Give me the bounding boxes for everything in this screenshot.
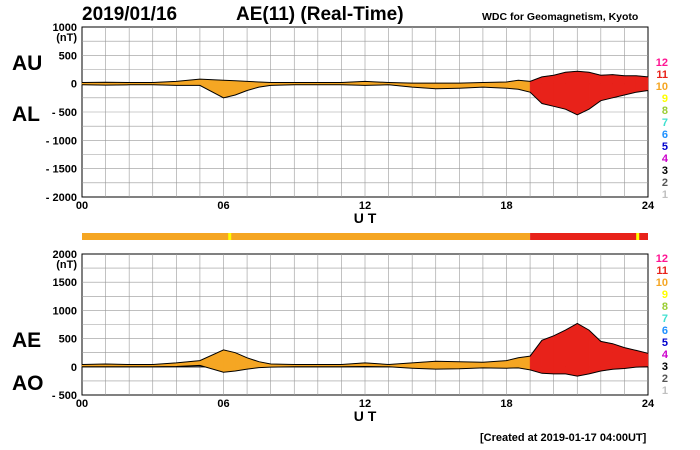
ae-series-line [81,322,649,366]
au-al-y-tick-label: - 1000 [46,135,77,147]
activity-status-bar [82,233,648,240]
activity-level-6: 6 [662,325,668,337]
ae-ao-x-tick-label: 18 [500,398,512,410]
chart-date: 2019/01/16 [82,4,178,25]
au-al-x-tick-label: 24 [642,200,655,212]
ae-ao-activity-band [565,322,578,377]
activity-level-7: 7 [662,313,668,325]
ae-ao-x-tick-label: 12 [359,398,371,410]
ae-ao-x-tick-label: 00 [76,398,88,410]
status-bar-normal-segment [82,233,531,240]
ae-ao-x-tick-label: 06 [217,398,229,410]
au-label: AU [12,52,43,75]
activity-level-7: 7 [662,117,668,129]
ae-ao-y-tick-label: 500 [59,334,77,346]
activity-level-1: 1 [662,189,668,201]
activity-level-12: 12 [656,253,668,265]
ae-ao-y-tick-label: 1500 [53,277,77,289]
created-timestamp: [Created at 2019-01-17 04:00UT] [480,432,647,444]
au-al-y-tick-label: 500 [59,50,77,62]
au-al-y-tick-label: 1000 [53,22,77,34]
activity-level-2: 2 [662,373,668,385]
au-al-activity-band [577,70,590,116]
activity-level-10: 10 [656,277,668,289]
chart-title: AE(11) (Real-Time) [236,4,404,25]
ao-label: AO [12,372,44,395]
au-al-activity-band [600,74,613,101]
al-label: AL [12,103,40,126]
au-al-activity-band [565,70,578,116]
au-al-x-tick-label: 06 [217,200,229,212]
ae-ao-y-tick-label: 2000 [53,249,77,261]
activity-level-8: 8 [662,105,668,117]
al-series-line [81,84,649,116]
au-al-y-tick-label: - 1500 [46,164,77,176]
au-al-x-tick-label: 12 [359,200,371,212]
activity-level-1: 1 [662,385,668,397]
status-bar-highlight [636,233,640,240]
activity-level-10: 10 [656,81,668,93]
au-al-panel: 1000 500 0 - 500 - 1000 - 1500 - 2000 (nT) 00 06 1… [46,22,655,226]
activity-level-4: 4 [662,153,669,165]
au-al-x-axis-label: U T [354,210,377,226]
ae-ao-y-tick-label: 0 [71,362,77,374]
au-series-line [81,70,649,84]
activity-level-6: 6 [662,129,668,141]
au-al-activity-band [553,72,566,110]
activity-level-11: 11 [656,265,668,277]
ao-series-line [82,364,649,377]
activity-level-3: 3 [662,165,668,177]
ae-ao-y-unit-label: (nT) [56,259,77,271]
ae-ao-activity-band [624,347,637,369]
au-al-y-tick-label: - 500 [52,107,77,119]
au-al-y-unit-label: (nT) [56,32,77,44]
status-bar-highlight [228,233,232,240]
activity-level-4: 4 [662,349,669,361]
ae-ao-x-axis-label: U T [354,408,377,424]
au-al-x-tick-label: 00 [76,200,88,212]
activity-level-11: 11 [656,69,668,81]
activity-level-12: 12 [656,57,668,69]
ae-ao-activity-band [223,349,236,373]
ae-label: AE [12,329,42,352]
activity-level-8: 8 [662,301,668,313]
ae-ao-activity-band [435,360,460,370]
activity-level-5: 5 [662,337,668,349]
au-al-activity-band [612,74,625,99]
activity-level-2: 2 [662,177,668,189]
ae-ao-activity-band [577,322,590,377]
ae-ao-activity-band [553,329,566,375]
ae-ao-x-tick-label: 24 [642,398,655,410]
activity-level-5: 5 [662,141,668,153]
au-al-activity-band [635,75,649,93]
au-al-y-tick-label: - 2000 [46,192,77,204]
ae-ao-y-tick-label: - 500 [52,390,77,402]
activity-level-3: 3 [662,361,668,373]
ae-ao-activity-band [600,341,613,372]
au-al-activity-band [541,74,554,107]
au-al-y-tick-label: 0 [71,79,77,91]
au-al-x-tick-label: 18 [500,200,512,212]
status-bar-active-segment [530,233,648,240]
ae-ao-activity-band [541,335,554,375]
activity-level-9: 9 [662,289,668,301]
activity-level-9: 9 [662,93,668,105]
source-label: WDC for Geomagnetism, Kyoto [482,11,639,23]
ae-ao-y-tick-label: 1000 [53,305,77,317]
ae-ao-panel: 2000 1500 1000 500 0 - 500 (nT) 00 06 12 18 24 U T [52,249,655,424]
